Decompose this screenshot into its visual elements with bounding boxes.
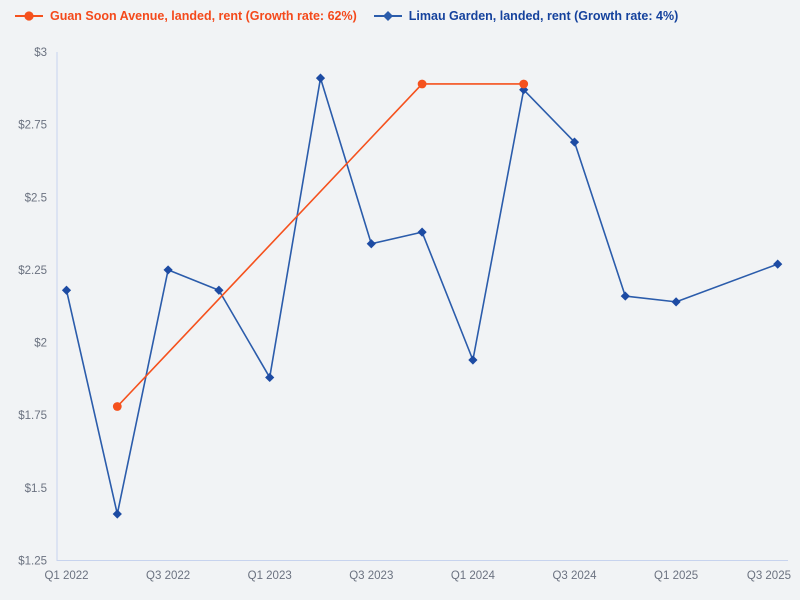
data-point-diamond[interactable]: [163, 265, 173, 275]
y-axis-tick-label: $3: [34, 47, 47, 59]
y-axis-tick-label: $1.25: [18, 556, 47, 568]
data-point-circle[interactable]: [112, 402, 122, 411]
legend-item-guan-soon-avenue[interactable]: Guan Soon Avenue, landed, rent (Growth r…: [14, 9, 357, 23]
data-point-diamond[interactable]: [112, 509, 122, 519]
legend-item-limau-garden[interactable]: Limau Garden, landed, rent (Growth rate:…: [373, 9, 678, 23]
x-axis-tick-label: Q1 2022: [44, 570, 88, 582]
data-point-diamond[interactable]: [366, 239, 376, 249]
data-point-diamond[interactable]: [417, 227, 427, 237]
data-point-circle[interactable]: [519, 79, 529, 89]
data-point-diamond[interactable]: [214, 285, 224, 295]
x-axis-tick-label: Q3 2024: [552, 570, 597, 582]
y-axis-tick-label: $1.75: [18, 410, 47, 422]
y-axis-tick-label: $2.5: [25, 192, 47, 204]
series-line-0: [116, 83, 524, 408]
y-axis-tick-label: $2.25: [18, 265, 47, 277]
legend-diamond: [382, 11, 393, 21]
data-point-diamond[interactable]: [468, 355, 478, 365]
data-point-diamond[interactable]: [620, 291, 630, 301]
x-axis-tick-label: Q3 2022: [146, 570, 190, 582]
series-line-1: [65, 77, 778, 515]
chart-legend: Guan Soon Avenue, landed, rent (Growth r…: [14, 9, 678, 23]
legend-marker-circle-icon: [15, 11, 43, 21]
legend-label-guan-soon-avenue: Guan Soon Avenue, landed, rent (Growth r…: [50, 9, 357, 23]
y-axis-tick-label: $1.5: [25, 483, 47, 495]
data-point-circle[interactable]: [417, 79, 427, 89]
data-point-diamond[interactable]: [569, 137, 580, 147]
axis-lines: [56, 52, 788, 561]
x-axis-tick-label: Q1 2023: [248, 570, 292, 582]
x-axis-tick-label: Q1 2024: [451, 570, 496, 582]
data-point-diamond[interactable]: [61, 285, 72, 295]
data-point-diamond[interactable]: [265, 372, 275, 383]
x-axis-tick-label: Q3 2023: [349, 570, 393, 582]
legend-marker-diamond-icon: [373, 11, 402, 21]
x-axis-tick-label: Q3 2025: [747, 570, 791, 582]
legend-circle: [24, 11, 34, 21]
y-axis-tick-label: $2: [34, 338, 47, 350]
data-point-diamond[interactable]: [315, 73, 326, 83]
legend-label-limau-garden: Limau Garden, landed, rent (Growth rate:…: [408, 9, 679, 23]
data-point-diamond[interactable]: [773, 259, 783, 269]
data-point-diamond[interactable]: [671, 297, 681, 307]
y-axis-tick-label: $2.75: [18, 120, 47, 132]
x-axis-tick-label: Q1 2025: [654, 570, 698, 582]
